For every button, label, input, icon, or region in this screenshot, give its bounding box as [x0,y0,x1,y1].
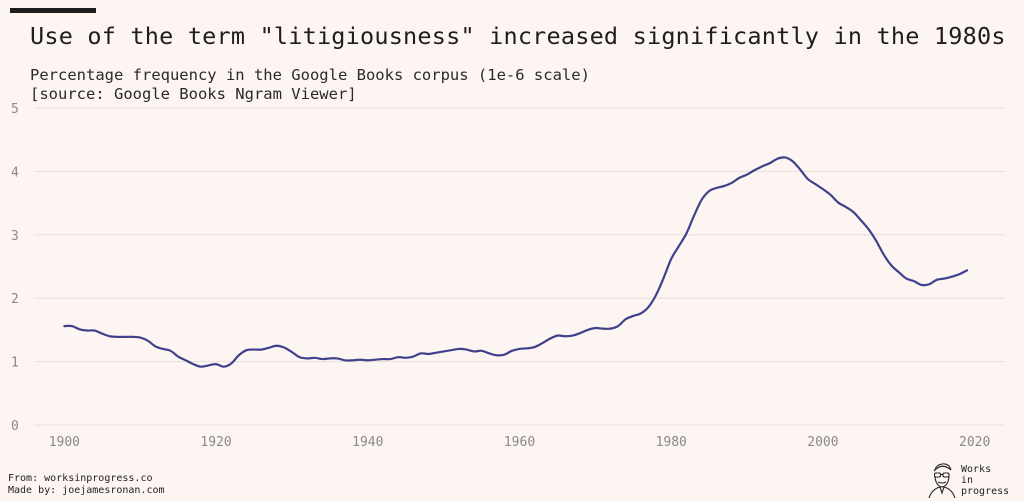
logo-wordmark: Works in progress [961,464,1009,497]
footer-source: From: worksinprogress.co [8,473,153,484]
x-tick-label: 2000 [807,435,838,450]
subtitle-line-1: Percentage frequency in the Google Books… [30,66,590,84]
grid-layer [34,107,1005,426]
y-tick-label: 1 [11,356,19,371]
series-line-0 [63,156,969,368]
footer-author: Made by: joejamesronan.com [8,485,165,496]
x-tick-label: 1960 [504,435,535,450]
x-tick-label: 2020 [959,435,990,450]
series-layer [63,156,969,368]
y-tick-label: 3 [11,229,19,244]
portrait-sketch-icon [928,463,956,498]
footer-credits: From: worksinprogress.co Made by: joejam… [8,473,165,497]
logo-line-2: in [961,475,974,486]
chart-subtitle: Percentage frequency in the Google Books… [30,66,590,104]
y-tick-label: 4 [11,165,19,180]
top-accent-bar [10,8,96,13]
subtitle-line-2: [source: Google Books Ngram Viewer] [30,85,357,103]
y-tick-label: 2 [11,292,19,307]
y-tick-label: 5 [11,102,19,117]
x-tick-label: 1900 [49,435,80,450]
x-tick-label: 1980 [656,435,687,450]
x-tick-label: 1920 [200,435,231,450]
x-tick-label: 1940 [352,435,383,450]
x-axis-ticks: 1900 1920 1940 1960 1980 2000 2020 [49,435,991,450]
logo-line-1: Works [961,464,992,475]
chart-title: Use of the term "litigiousness" increase… [30,22,1006,50]
logo-line-3: progress [961,486,1010,497]
y-axis-ticks: 0 1 2 3 4 5 [11,102,19,434]
y-tick-label: 0 [11,419,19,434]
